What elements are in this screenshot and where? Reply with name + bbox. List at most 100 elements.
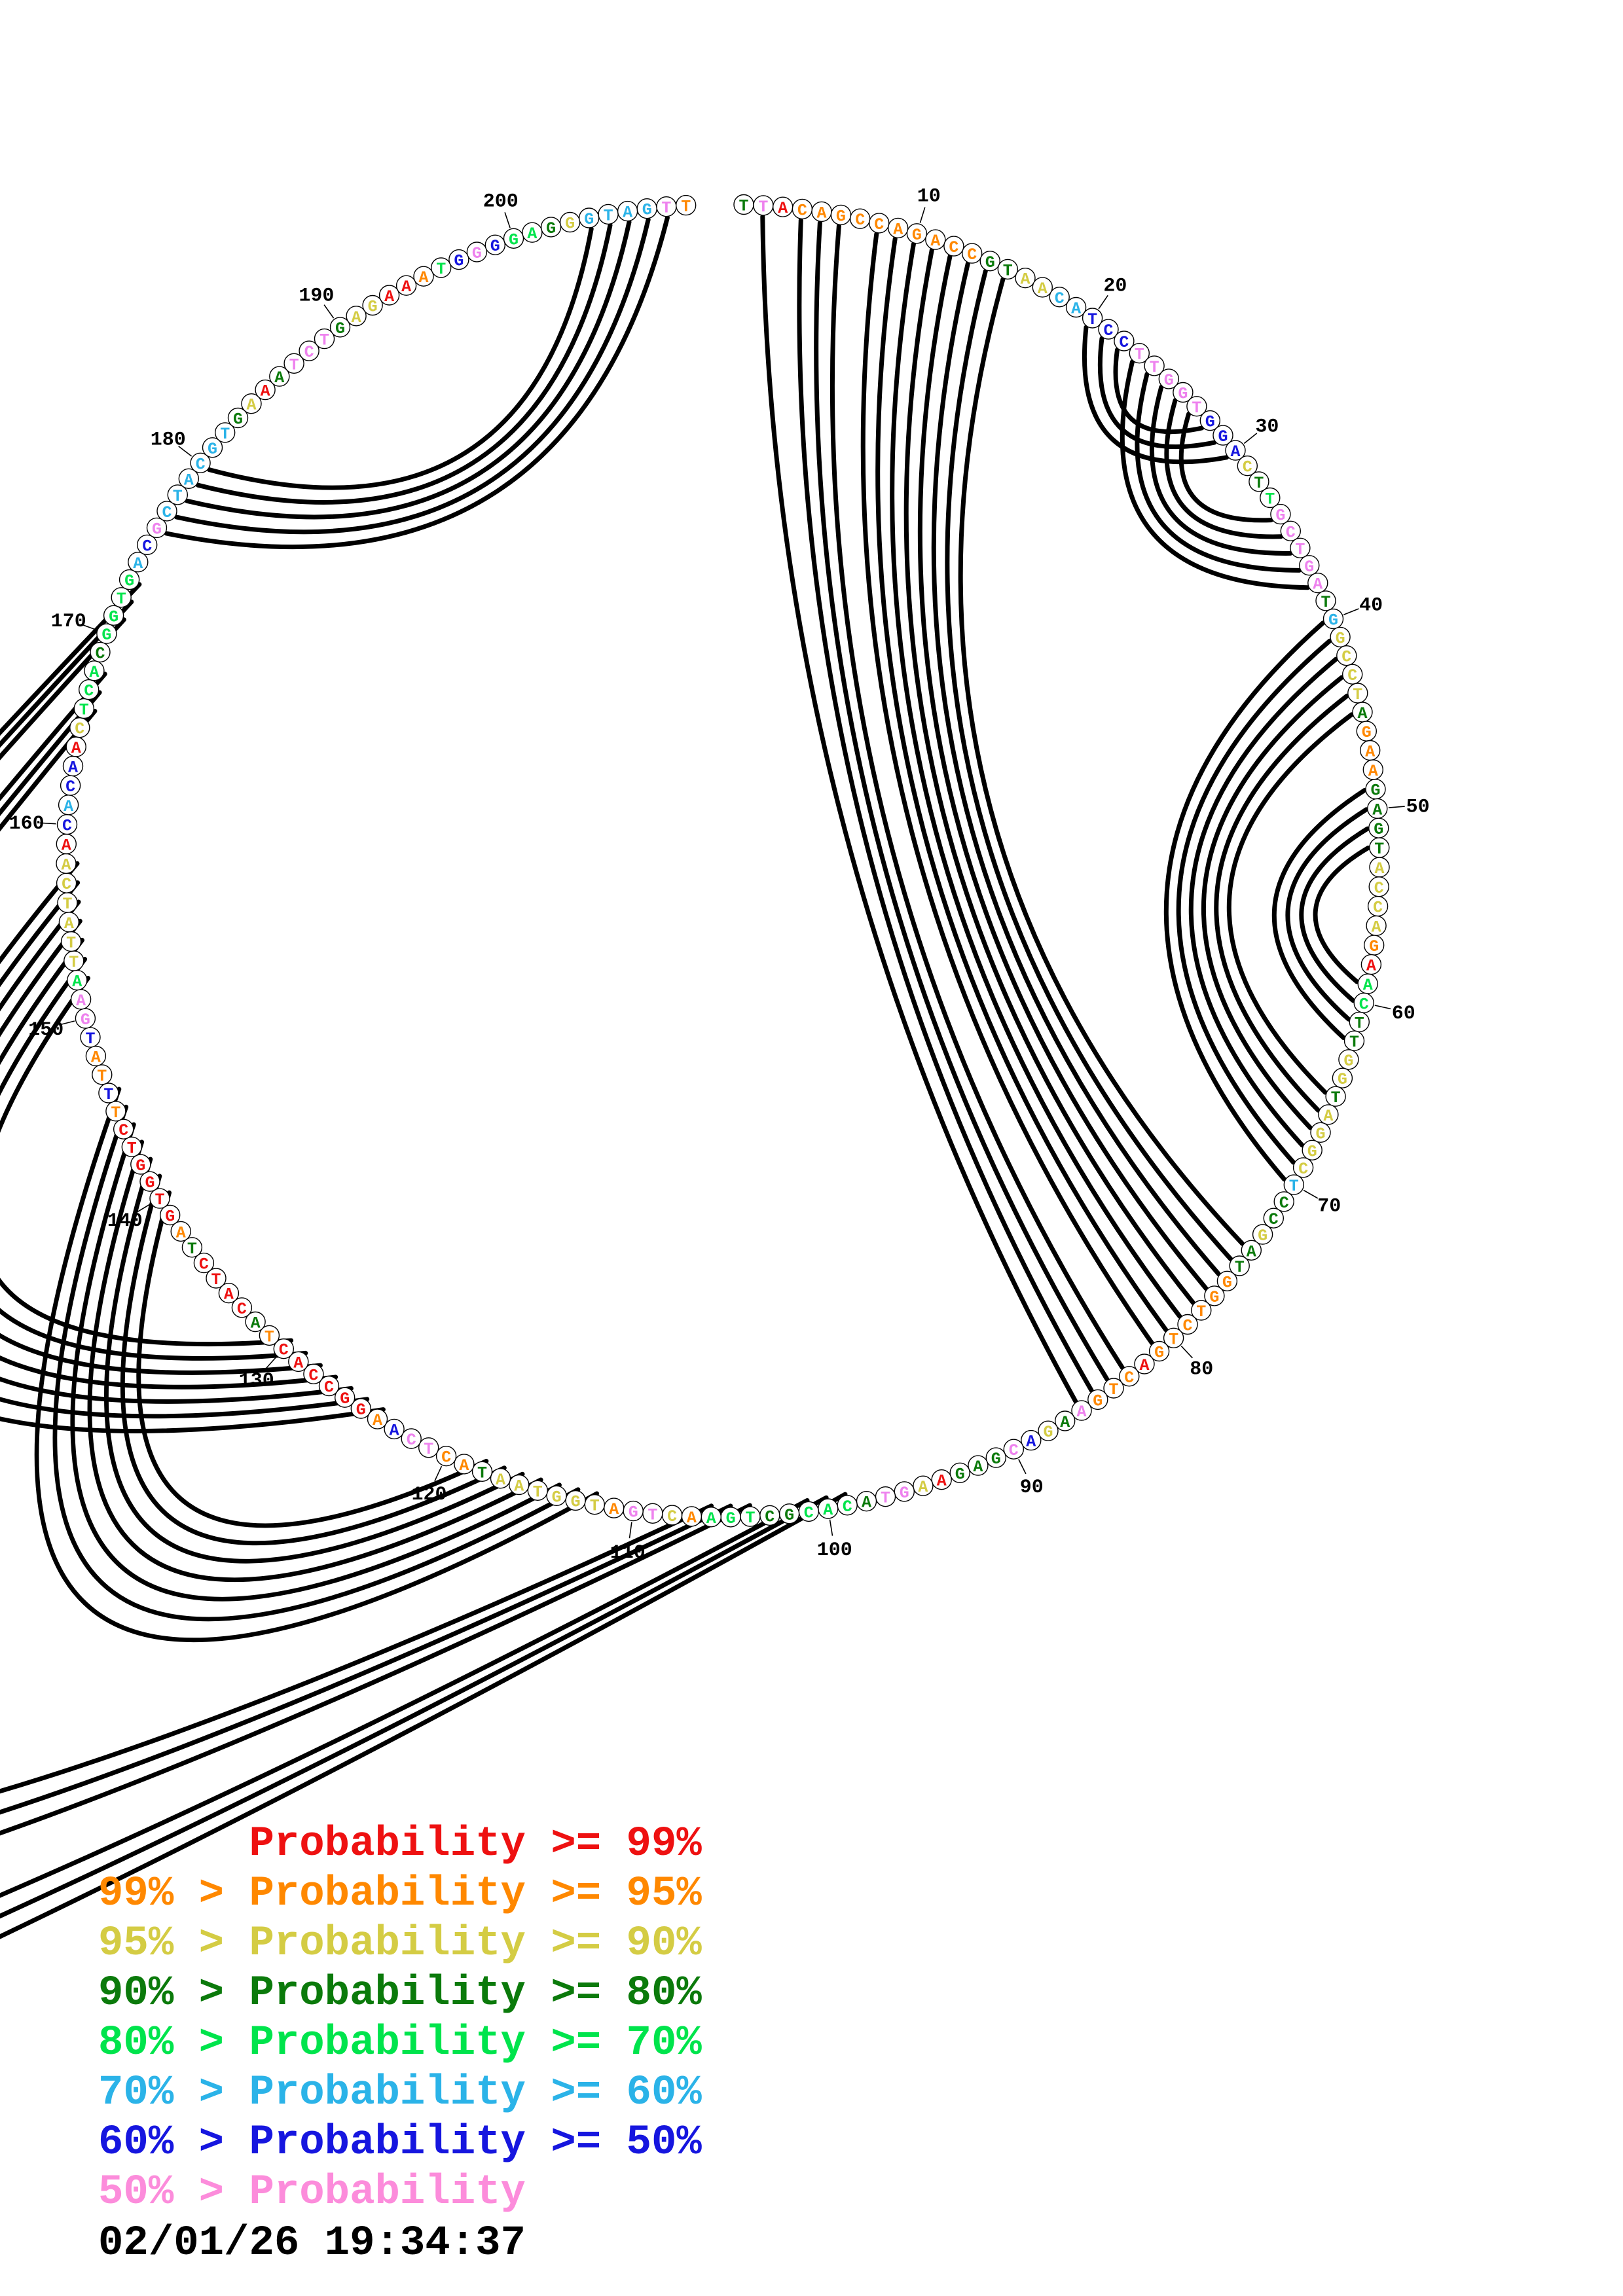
nucleotide-circle-198: [466, 242, 488, 262]
nucleotide-letter-162-C: C: [65, 778, 75, 797]
nucleotide-circle-15: [997, 259, 1019, 280]
tick-line-40: [1343, 608, 1359, 615]
nucleotide-letter-72-C: C: [1269, 1210, 1279, 1229]
nucleotide-letter-30-A: A: [1230, 442, 1240, 461]
nucleotide-circle-134: [218, 1282, 240, 1304]
tick-line-130: [264, 1356, 277, 1370]
nucleotide-circle-125: [350, 1398, 371, 1419]
nucleotide-letter-152-A: A: [72, 973, 82, 992]
tick-label-70: 70: [1317, 1196, 1341, 1218]
nucleotide-circle-42: [1336, 645, 1357, 666]
nucleotide-letter-97-T: T: [881, 1489, 890, 1508]
nucleotide-letter-28-G: G: [1205, 413, 1215, 432]
nucleotide-letter-175-C: C: [142, 537, 152, 556]
nucleotide-circle-33: [1260, 487, 1281, 509]
nucleotide-letter-172-T: T: [117, 590, 126, 609]
nucleotide-letter-181-G: G: [208, 440, 217, 459]
nucleotide-circle-18: [1049, 287, 1070, 308]
nucleotide-letter-184-A: A: [246, 396, 256, 415]
nucleotide-circle-199: [484, 234, 505, 255]
base-pair-arc-43-67: [1201, 675, 1344, 1130]
tick-label-100: 100: [817, 1539, 852, 1562]
nucleotide-letter-129-A: A: [293, 1354, 303, 1372]
base-pair-arc-10-79: [890, 242, 1182, 1319]
nucleotide-letter-51-G: G: [1374, 820, 1383, 839]
tick-label-10: 10: [917, 186, 941, 208]
nucleotide-letter-54-C: C: [1374, 879, 1384, 898]
nucleotide-circle-144: [113, 1119, 134, 1139]
nucleotide-letter-153-T: T: [69, 953, 79, 972]
nucleotide-letter-178-T: T: [173, 487, 183, 506]
nucleotide-letter-33-T: T: [1265, 490, 1275, 509]
nucleotide-circle-131: [259, 1325, 280, 1346]
nucleotide-letter-205-T: T: [604, 206, 613, 225]
nucleotide-letter-29-G: G: [1218, 427, 1228, 446]
nucleotide-circle-145: [105, 1101, 126, 1122]
nucleotide-letter-63-G: G: [1343, 1052, 1353, 1071]
nucleotide-circle-62: [1343, 1030, 1365, 1051]
nucleotide-letter-179-A: A: [184, 471, 194, 490]
nucleotide-circle-43: [1341, 664, 1363, 685]
nucleotide-circle-66: [1318, 1104, 1339, 1125]
nucleotide-letter-91-G: G: [991, 1450, 1001, 1469]
nucleotide-circle-113: [565, 1490, 586, 1511]
nucleotide-circle-26: [1173, 382, 1194, 403]
tick-line-20: [1098, 295, 1108, 310]
nucleotide-letter-22-C: C: [1119, 333, 1129, 352]
base-pair-arc-45-65: [1226, 712, 1354, 1095]
nucleotide-circle-74: [1241, 1240, 1262, 1261]
nucleotide-letter-4-C: C: [797, 201, 807, 220]
nucleotide-letter-157-C: C: [62, 875, 71, 894]
nucleotide-circle-167: [78, 679, 100, 700]
nucleotide-circle-174: [128, 552, 149, 573]
legend-row-95-99: 99% > Probability >= 95%: [98, 1871, 702, 1918]
nucleotide-letter-163-A: A: [68, 759, 78, 778]
base-pair-arc-166-106: [0, 708, 714, 1794]
nucleotide-letter-170-G: G: [101, 626, 111, 645]
nucleotide-circle-189: [314, 328, 335, 350]
nucleotide-letter-155-A: A: [64, 914, 74, 933]
nucleotide-circle-123: [384, 1418, 405, 1440]
base-pair-arc-41-69: [1176, 638, 1332, 1165]
nucleotide-circle-121: [418, 1437, 439, 1458]
base-pair-arc-144-114: [70, 1122, 562, 1602]
nucleotide-circle-178: [167, 484, 188, 505]
nucleotide-letter-135-T: T: [211, 1270, 221, 1289]
nucleotide-letter-77-G: G: [1209, 1288, 1219, 1307]
nucleotide-letter-79-C: C: [1182, 1317, 1192, 1336]
nucleotide-circle-92: [968, 1455, 989, 1476]
tick-label-60: 60: [1392, 1003, 1415, 1025]
nucleotide-letter-124-A: A: [373, 1411, 382, 1430]
nucleotide-circle-95: [913, 1475, 934, 1496]
nucleotide-circle-172: [111, 587, 132, 608]
nucleotide-letter-159-A: A: [62, 836, 71, 855]
nucleotide-letter-64-G: G: [1338, 1070, 1347, 1089]
nucleotide-letter-137-T: T: [187, 1240, 197, 1259]
nucleotide-letter-182-T: T: [220, 425, 230, 444]
nucleotide-letter-149-T: T: [85, 1030, 95, 1049]
nucleotide-letter-12-C: C: [949, 238, 958, 257]
nucleotide-letter-161-A: A: [64, 797, 73, 816]
nucleotide-circle-71: [1273, 1191, 1294, 1212]
base-pair-arc-13-76: [931, 261, 1221, 1276]
nucleotide-letter-95-A: A: [918, 1478, 928, 1497]
nucleotide-letter-164-A: A: [71, 739, 81, 758]
nucleotide-circle-78: [1191, 1300, 1212, 1321]
nucleotide-letter-42-C: C: [1341, 648, 1351, 667]
base-pair-arc-40-70: [1163, 620, 1326, 1182]
nucleotide-circle-8: [869, 213, 890, 234]
nucleotide-letter-60-C: C: [1359, 995, 1369, 1014]
nucleotide-letter-125-G: G: [356, 1401, 366, 1420]
nucleotide-letter-70-T: T: [1289, 1177, 1299, 1196]
base-pair-arc-15-74: [958, 277, 1245, 1246]
base-pair-arc-179-205: [195, 223, 613, 505]
nucleotide-letter-132-A: A: [251, 1314, 261, 1333]
nucleotide-letter-105-G: G: [726, 1509, 736, 1528]
nucleotide-circle-91: [985, 1447, 1007, 1468]
position-tick-labels: 10 20 30 40 50 60 70 80 90 100 110 120 130 140 150 160 1…: [9, 186, 1430, 1564]
nucleotide-letter-192-G: G: [368, 298, 378, 317]
tick-line-80: [1180, 1346, 1193, 1359]
nucleotide-circle-183: [227, 407, 249, 429]
nucleotide-circle-21: [1098, 319, 1119, 340]
nucleotide-circle-36: [1290, 537, 1311, 558]
